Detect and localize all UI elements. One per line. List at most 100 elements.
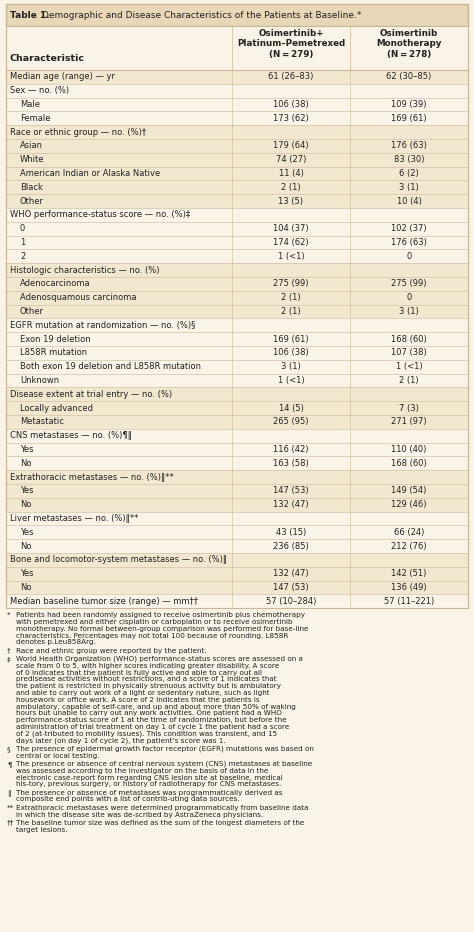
Text: 7 (3): 7 (3)	[399, 404, 419, 413]
Text: 57 (10–284): 57 (10–284)	[266, 596, 316, 606]
Text: denotes p.Leu858Arg.: denotes p.Leu858Arg.	[16, 639, 96, 645]
Bar	[6, 236, 468, 250]
Text: No: No	[20, 541, 31, 551]
Text: Adenosquamous carcinoma: Adenosquamous carcinoma	[20, 294, 137, 302]
Text: 129 (46): 129 (46)	[391, 500, 427, 509]
Bar	[6, 346, 468, 360]
Text: 2 (1): 2 (1)	[281, 294, 301, 302]
Text: 66 (24): 66 (24)	[394, 528, 424, 537]
Text: hours but unable to carry out any work activities. One patient had a WHO: hours but unable to carry out any work a…	[16, 710, 282, 717]
Text: 169 (61): 169 (61)	[273, 335, 309, 344]
Text: Asian: Asian	[20, 142, 43, 150]
Bar	[6, 429, 468, 443]
Text: administration of trial treatment on day 1 of cycle 1 the patient had a score: administration of trial treatment on day…	[16, 724, 289, 730]
Bar	[6, 415, 468, 429]
Bar	[6, 26, 468, 70]
Text: 106 (38): 106 (38)	[273, 349, 309, 357]
Bar	[6, 457, 468, 471]
Text: of 0 indicates that the patient is fully active and able to carry out all: of 0 indicates that the patient is fully…	[16, 669, 262, 676]
Bar	[6, 181, 468, 194]
Text: housework or office work. A score of 2 indicates that the patients is: housework or office work. A score of 2 i…	[16, 697, 260, 703]
Text: 2 (1): 2 (1)	[281, 183, 301, 192]
Text: Yes: Yes	[20, 569, 34, 578]
Text: No: No	[20, 459, 31, 468]
Text: the patient is restricted in physically strenuous activity but is ambulatory: the patient is restricted in physically …	[16, 683, 281, 689]
Text: predisease activities without restrictions, and a score of 1 indicates that: predisease activities without restrictio…	[16, 677, 277, 682]
Text: Other: Other	[20, 307, 44, 316]
Text: 1 (<1): 1 (<1)	[396, 363, 422, 371]
Text: 14 (5): 14 (5)	[279, 404, 303, 413]
Bar	[6, 471, 468, 484]
Text: 271 (97): 271 (97)	[391, 418, 427, 427]
Text: Other: Other	[20, 197, 44, 206]
Text: Characteristic: Characteristic	[10, 54, 85, 63]
Text: 13 (5): 13 (5)	[279, 197, 303, 206]
Text: 74 (27): 74 (27)	[276, 156, 306, 164]
Text: 265 (95): 265 (95)	[273, 418, 309, 427]
Text: Liver metastases — no. (%)‖**: Liver metastases — no. (%)‖**	[10, 514, 138, 523]
Text: Patients had been randomly assigned to receive osimertinib plus chemotherapy: Patients had been randomly assigned to r…	[16, 612, 305, 618]
Text: Yes: Yes	[20, 445, 34, 454]
Text: ††: ††	[7, 820, 15, 826]
Text: †: †	[7, 648, 11, 653]
Text: Median baseline tumor size (range) — mm††: Median baseline tumor size (range) — mm†…	[10, 596, 198, 606]
Bar	[6, 167, 468, 181]
Bar	[6, 360, 468, 374]
Text: 173 (62): 173 (62)	[273, 114, 309, 123]
Bar	[6, 332, 468, 346]
Text: 2 (1): 2 (1)	[399, 376, 419, 385]
Text: EGFR mutation at randomization — no. (%)§: EGFR mutation at randomization — no. (%)…	[10, 321, 195, 330]
Text: Extrathoracic metastases — no. (%)‖**: Extrathoracic metastases — no. (%)‖**	[10, 473, 174, 482]
Bar	[6, 125, 468, 139]
Text: Table 1.: Table 1.	[10, 10, 53, 20]
Text: ambulatory, capable of self-care, and up and about more than 50% of waking: ambulatory, capable of self-care, and up…	[16, 704, 296, 709]
Bar	[6, 277, 468, 291]
Text: Exon 19 deletion: Exon 19 deletion	[20, 335, 91, 344]
Text: and able to carry out work of a light or sedentary nature, such as light: and able to carry out work of a light or…	[16, 690, 270, 696]
Bar	[6, 291, 468, 305]
Bar	[6, 374, 468, 388]
Text: 11 (4): 11 (4)	[279, 169, 303, 178]
Bar	[6, 595, 468, 609]
Text: Black: Black	[20, 183, 43, 192]
Bar	[6, 263, 468, 277]
Text: No: No	[20, 583, 31, 592]
Text: 61 (26–83): 61 (26–83)	[268, 73, 314, 81]
Text: 6 (2): 6 (2)	[399, 169, 419, 178]
Bar	[6, 222, 468, 236]
Bar	[6, 498, 468, 512]
Text: performance-status score of 1 at the time of randomization, but before the: performance-status score of 1 at the tim…	[16, 718, 287, 723]
Text: 176 (63): 176 (63)	[391, 142, 427, 150]
Bar	[6, 84, 468, 98]
Bar	[6, 250, 468, 263]
Text: days later (on day 1 of cycle 2), the patient’s score was 1.: days later (on day 1 of cycle 2), the pa…	[16, 737, 226, 744]
Bar	[6, 70, 468, 84]
Bar	[6, 319, 468, 332]
Text: ¶: ¶	[7, 761, 11, 767]
Bar	[6, 139, 468, 153]
Bar	[6, 4, 468, 26]
Text: Median age (range) — yr: Median age (range) — yr	[10, 73, 115, 81]
Bar	[6, 194, 468, 208]
Text: 179 (64): 179 (64)	[273, 142, 309, 150]
Text: Unknown: Unknown	[20, 376, 59, 385]
Text: WHO performance-status score — no. (%)‡: WHO performance-status score — no. (%)‡	[10, 211, 190, 219]
Text: Race or ethnic group — no. (%)†: Race or ethnic group — no. (%)†	[10, 128, 146, 137]
Text: 106 (38): 106 (38)	[273, 100, 309, 109]
Text: White: White	[20, 156, 45, 164]
Text: Osimertinib+
Platinum–Pemetrexed
(N = 279): Osimertinib+ Platinum–Pemetrexed (N = 27…	[237, 29, 345, 59]
Text: Both exon 19 deletion and L858R mutation: Both exon 19 deletion and L858R mutation	[20, 363, 201, 371]
Text: CNS metastases — no. (%)¶‖: CNS metastases — no. (%)¶‖	[10, 432, 132, 440]
Text: Female: Female	[20, 114, 51, 123]
Text: 102 (37): 102 (37)	[391, 225, 427, 233]
Text: The presence or absence of metastases was programmatically derived as: The presence or absence of metastases wa…	[16, 789, 283, 796]
Bar	[6, 388, 468, 401]
Text: Yes: Yes	[20, 487, 34, 496]
Text: 10 (4): 10 (4)	[397, 197, 421, 206]
Text: 116 (42): 116 (42)	[273, 445, 309, 454]
Text: Adenocarcinoma: Adenocarcinoma	[20, 280, 91, 288]
Text: 0: 0	[20, 225, 25, 233]
Bar	[6, 153, 468, 167]
Text: *: *	[7, 612, 10, 618]
Text: 104 (37): 104 (37)	[273, 225, 309, 233]
